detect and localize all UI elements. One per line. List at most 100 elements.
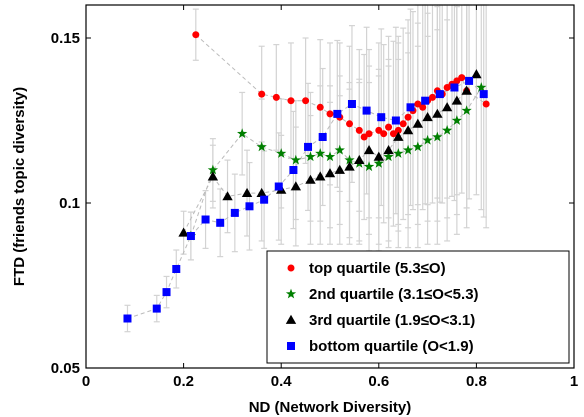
data-point-square-s3-19 bbox=[406, 103, 415, 112]
data-point-square-s3-8 bbox=[245, 202, 254, 211]
data-point-star-s1-21 bbox=[451, 115, 463, 125]
data-point-triangle-s2-14 bbox=[373, 151, 384, 161]
data-point-square-s3-5 bbox=[201, 215, 210, 224]
data-point-circle-s0-6 bbox=[326, 110, 334, 118]
legend-label: bottom quartile (O<1.9) bbox=[309, 338, 474, 355]
data-point-square-s3-18 bbox=[391, 116, 400, 125]
data-point-triangle-s2-19 bbox=[422, 112, 433, 122]
data-point-star-s1-22 bbox=[461, 105, 472, 115]
data-point-square-s3-14 bbox=[333, 109, 342, 118]
x-tick-label: 0.6 bbox=[368, 373, 389, 390]
data-point-square-s3-12 bbox=[304, 142, 313, 151]
y-axis: 0.05 0.1 0.15 bbox=[51, 30, 574, 377]
data-markers bbox=[123, 31, 490, 323]
data-point-triangle-s2-4 bbox=[256, 187, 267, 197]
data-point-triangle-s2-21 bbox=[441, 102, 453, 112]
legend-label: 3rd quartile (1.9≤O<3.1) bbox=[309, 312, 475, 329]
data-point-square-s3-4 bbox=[186, 232, 195, 240]
data-point-square-s3-2 bbox=[162, 288, 171, 297]
data-point-square-s3-7 bbox=[230, 208, 239, 217]
data-point-square-s3-15 bbox=[347, 100, 356, 108]
data-point-star-s1-18 bbox=[422, 134, 433, 145]
data-point-square-s3-0 bbox=[123, 314, 132, 323]
data-point-star-s1-8 bbox=[324, 151, 336, 162]
data-point-triangle-s2-6 bbox=[290, 181, 302, 191]
legend-label: top quartile (5.3≤O) bbox=[309, 260, 446, 277]
data-point-square-s3-13 bbox=[318, 133, 327, 141]
plot-frame bbox=[85, 4, 575, 369]
data-point-star-s1-20 bbox=[441, 125, 453, 135]
data-point-triangle-s2-22 bbox=[451, 95, 463, 105]
data-point-star-s1-4 bbox=[276, 148, 287, 158]
data-point-square-s3-23 bbox=[465, 76, 474, 85]
data-point-circle-s0-4 bbox=[302, 97, 310, 105]
data-point-square-s3-22 bbox=[450, 83, 459, 92]
data-point-circle-s0-5 bbox=[316, 103, 324, 111]
data-point-star-s1-9 bbox=[334, 144, 345, 155]
data-point-triangle-s2-20 bbox=[432, 108, 443, 118]
x-tick-label: 1 bbox=[570, 373, 578, 390]
x-tick-label: 0.8 bbox=[466, 373, 487, 390]
x-axis: 0 0.2 0.4 0.6 0.8 1 bbox=[82, 5, 578, 390]
data-point-square-s3-24 bbox=[479, 90, 488, 99]
data-point-square-s3-20 bbox=[421, 96, 430, 105]
data-point-triangle-s2-1 bbox=[207, 171, 219, 181]
legend-box bbox=[266, 250, 570, 364]
data-point-star-s1-16 bbox=[402, 144, 414, 155]
data-point-star-s1-1 bbox=[207, 164, 219, 175]
data-point-triangle-s2-13 bbox=[363, 145, 375, 155]
data-point-star-s1-15 bbox=[393, 148, 404, 158]
data-point-circle-s0-0 bbox=[192, 31, 200, 39]
legend-marker-star bbox=[285, 288, 297, 299]
data-point-square-s3-17 bbox=[377, 113, 386, 122]
data-point-star-s1-10 bbox=[344, 154, 355, 165]
data-point-square-s3-3 bbox=[172, 265, 181, 273]
data-point-triangle-s2-17 bbox=[402, 125, 414, 135]
data-point-circle-s0-3 bbox=[287, 97, 295, 105]
data-point-triangle-s2-3 bbox=[241, 187, 253, 197]
data-point-circle-s0-21 bbox=[419, 103, 427, 111]
data-point-triangle-s2-2 bbox=[222, 191, 233, 201]
data-point-square-s3-11 bbox=[289, 166, 298, 174]
data-point-star-s1-7 bbox=[315, 148, 326, 158]
data-point-triangle-s2-0 bbox=[178, 227, 189, 237]
data-point-triangle-s2-15 bbox=[383, 145, 394, 155]
legend-marker-triangle bbox=[285, 314, 297, 324]
y-tick-label: 0.05 bbox=[51, 360, 80, 377]
data-point-square-s3-21 bbox=[435, 90, 444, 99]
data-point-circle-s0-16 bbox=[394, 126, 402, 134]
data-point-circle-s0-1 bbox=[258, 90, 266, 98]
x-axis-label: ND (Network Diversity) bbox=[249, 399, 412, 416]
data-point-square-s3-9 bbox=[260, 195, 269, 204]
data-point-triangle-s2-8 bbox=[315, 171, 326, 181]
data-point-triangle-s2-10 bbox=[334, 164, 345, 174]
legend-marker-square bbox=[287, 342, 295, 350]
data-point-circle-s0-13 bbox=[380, 130, 388, 138]
data-point-square-s3-16 bbox=[362, 106, 371, 115]
legend: top quartile (5.3≤O) 2nd quartile (3.1≤O<… bbox=[266, 250, 570, 364]
x-tick-label: 0 bbox=[82, 373, 90, 390]
y-tick-label: 0.1 bbox=[59, 195, 80, 212]
y-axis-label: FTD (friends topic diversity) bbox=[11, 87, 28, 286]
data-point-square-s3-6 bbox=[216, 218, 225, 227]
data-point-circle-s0-11 bbox=[365, 130, 373, 138]
data-point-star-s1-14 bbox=[383, 151, 394, 162]
x-tick-label: 0.2 bbox=[173, 373, 194, 390]
data-point-triangle-s2-9 bbox=[324, 168, 336, 178]
data-point-square-s3-1 bbox=[152, 304, 161, 313]
legend-marker-circle bbox=[287, 264, 295, 272]
data-point-star-s1-13 bbox=[373, 158, 384, 168]
data-point-circle-s0-8 bbox=[346, 120, 354, 128]
data-point-circle-s0-14 bbox=[385, 123, 393, 131]
data-point-circle-s0-23 bbox=[428, 93, 436, 101]
data-point-circle-s0-2 bbox=[272, 93, 280, 101]
y-tick-label: 0.15 bbox=[51, 30, 80, 47]
data-point-circle-s0-29 bbox=[458, 74, 466, 82]
data-point-star-s1-2 bbox=[237, 128, 248, 139]
data-point-triangle-s2-23 bbox=[461, 85, 472, 95]
data-point-circle-s0-17 bbox=[399, 120, 407, 128]
data-point-circle-s0-31 bbox=[482, 100, 490, 108]
data-point-triangle-s2-24 bbox=[471, 69, 482, 79]
data-point-circle-s0-9 bbox=[355, 126, 363, 134]
